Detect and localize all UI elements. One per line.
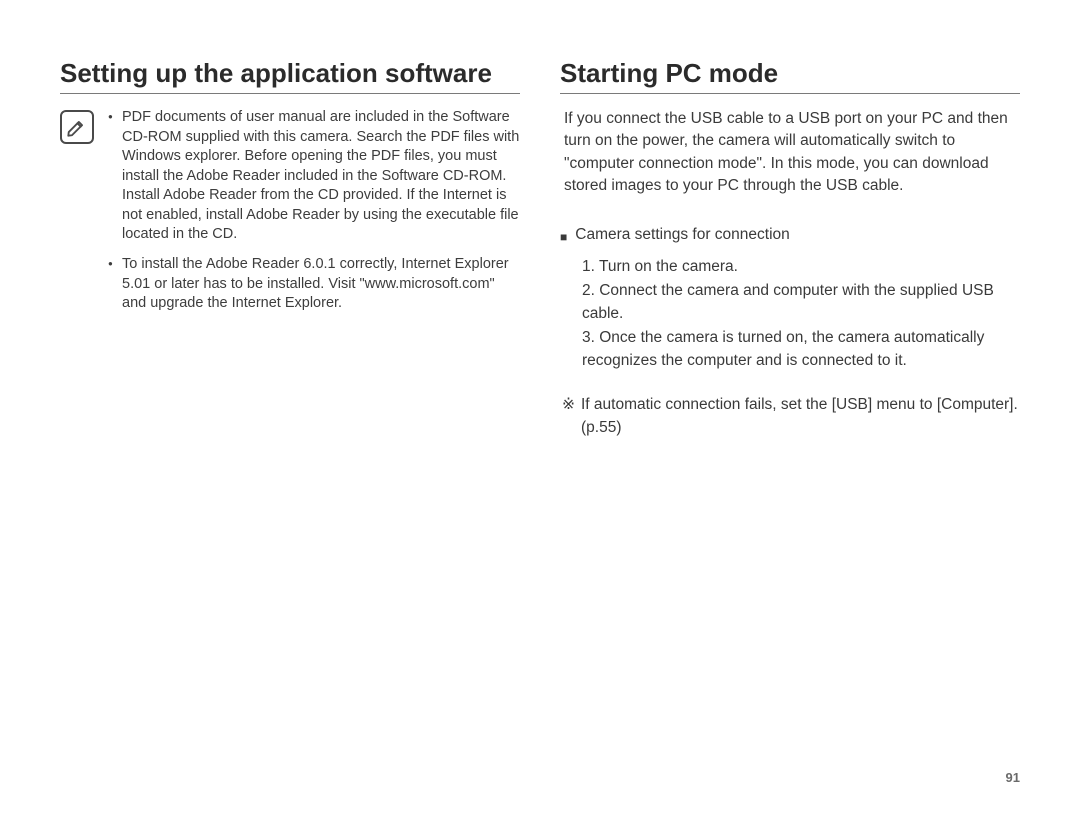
step-item: 3. Once the camera is turned on, the cam…: [582, 327, 1020, 372]
steps-list: 1. Turn on the camera. 2. Connect the ca…: [560, 256, 1020, 372]
note-pencil-icon: [60, 110, 94, 144]
subsection-title: Camera settings for connection: [575, 226, 790, 244]
note-block: PDF documents of user manual are include…: [60, 108, 520, 324]
left-column: Setting up the application software PDF …: [60, 58, 520, 815]
note-bullet-item: PDF documents of user manual are include…: [108, 108, 520, 245]
note-bullet-item: To install the Adobe Reader 6.0.1 correc…: [108, 255, 520, 314]
step-item: 1. Turn on the camera.: [582, 256, 1020, 278]
reference-mark-icon: ※: [562, 394, 575, 416]
subsection-row: ■ Camera settings for connection: [560, 226, 1020, 248]
heading-starting-pc-mode: Starting PC mode: [560, 58, 1020, 94]
page-number: 91: [1006, 770, 1020, 785]
footnote-text: If automatic connection fails, set the […: [581, 394, 1020, 439]
manual-page: Setting up the application software PDF …: [0, 0, 1080, 815]
footnote-row: ※ If automatic connection fails, set the…: [560, 394, 1020, 439]
note-bullet-list: PDF documents of user manual are include…: [108, 108, 520, 314]
note-body: PDF documents of user manual are include…: [108, 108, 520, 324]
heading-setting-up-software: Setting up the application software: [60, 58, 520, 94]
square-bullet-icon: ■: [560, 226, 567, 248]
intro-paragraph: If you connect the USB cable to a USB po…: [560, 108, 1020, 198]
step-item: 2. Connect the camera and computer with …: [582, 280, 1020, 325]
right-column: Starting PC mode If you connect the USB …: [560, 58, 1020, 815]
